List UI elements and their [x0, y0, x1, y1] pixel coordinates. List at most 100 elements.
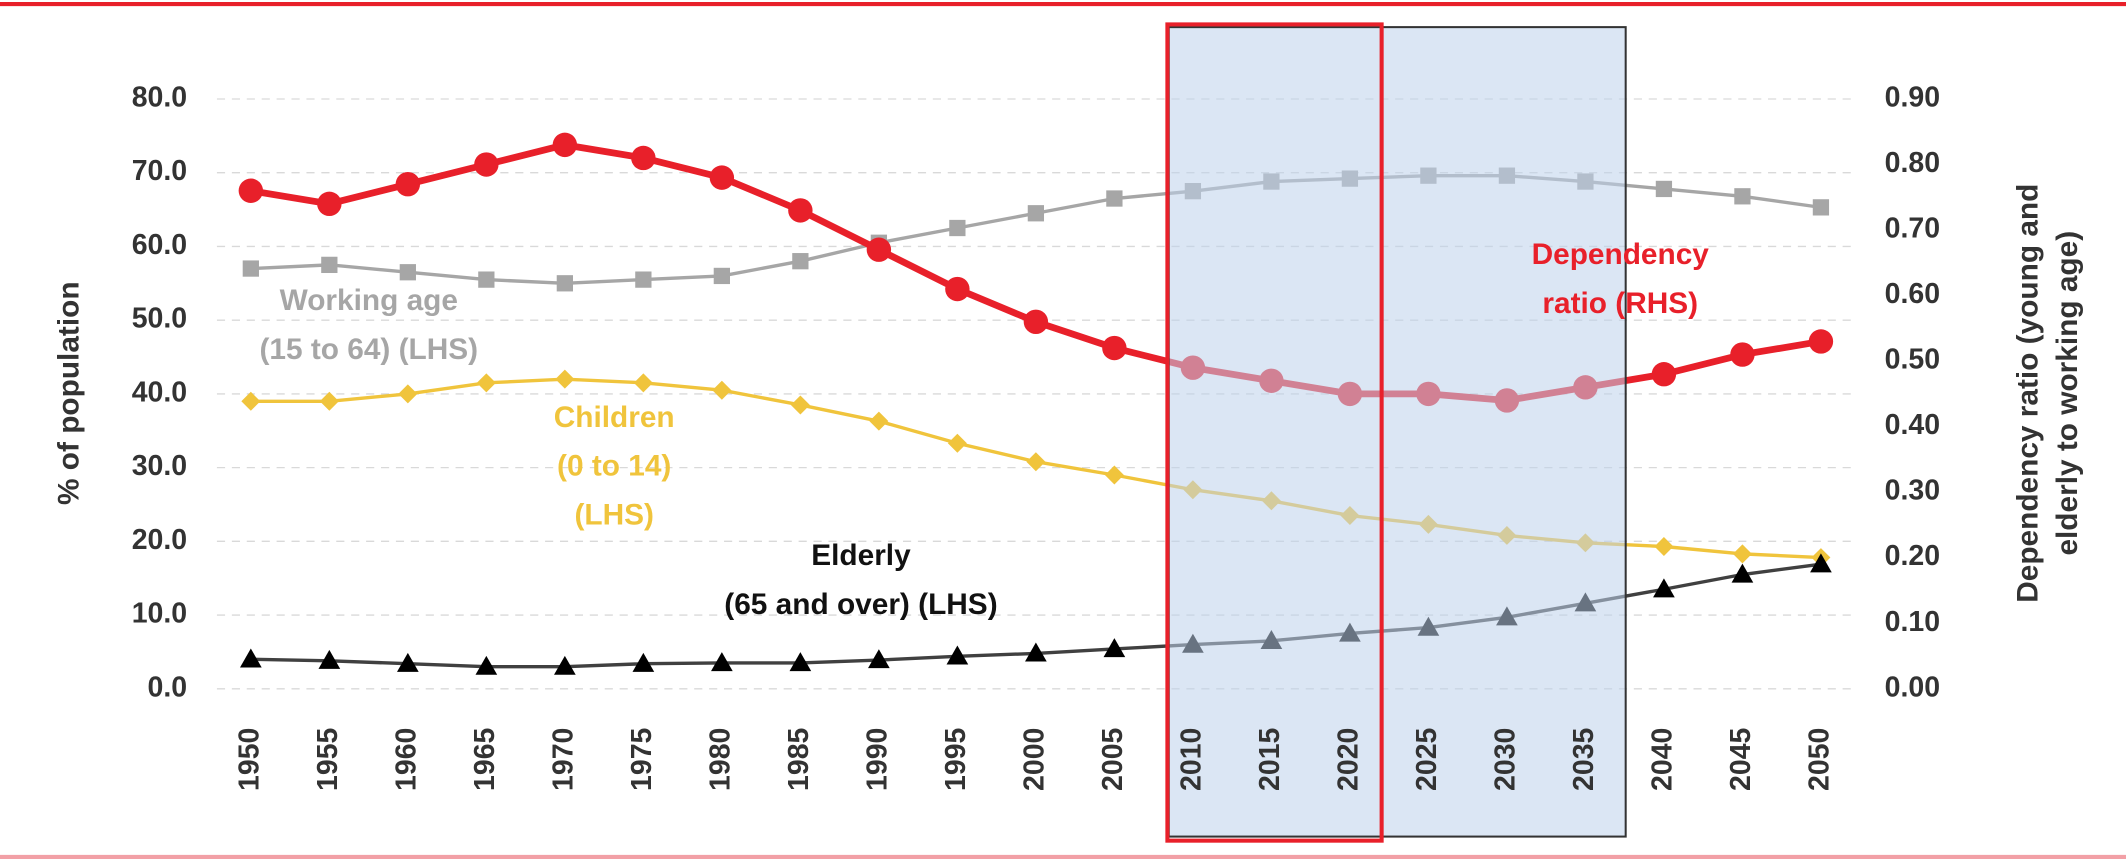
annotation: Elderly: [811, 539, 911, 572]
y2-tick-label: 0.50: [1885, 344, 1940, 376]
y-tick-label: 30.0: [132, 450, 187, 482]
x-tick-label: 1960: [390, 728, 422, 791]
marker: [396, 652, 419, 672]
marker: [1025, 642, 1047, 662]
marker: [711, 652, 733, 672]
y2-tick-label: 0.40: [1885, 409, 1940, 441]
x-tick-label: 1995: [940, 727, 972, 790]
y2-axis-title: Dependency ratio (young and: [2012, 184, 2045, 603]
marker: [1106, 190, 1123, 207]
x-tick-label: 2005: [1097, 727, 1129, 790]
marker: [242, 260, 259, 277]
marker: [321, 256, 338, 274]
x-tick-label: 2030: [1489, 728, 1521, 791]
y2-tick-label: 0.60: [1885, 278, 1940, 310]
labels: 0.0 10.0 20.0 30.0 40.0 50.0 60.0 70.0 80.0 0.00 0…: [52, 82, 2084, 791]
marker: [395, 171, 421, 197]
marker: [946, 645, 969, 665]
y2-tick-label: 0.20: [1885, 540, 1940, 572]
y-tick-label: 20.0: [132, 524, 187, 556]
marker: [1810, 553, 1832, 573]
highlight-frame: [1165, 22, 1384, 843]
marker: [790, 395, 810, 415]
x-tick-label: 1975: [626, 727, 658, 790]
marker: [399, 264, 416, 281]
marker: [1651, 362, 1677, 387]
y2-axis-title: elderly to working age): [2051, 231, 2084, 556]
annotation: (0 to 14): [557, 450, 671, 483]
y-tick-label: 50.0: [132, 303, 187, 335]
marker: [631, 145, 656, 171]
annotation: (15 to 64) (LHS): [259, 333, 478, 366]
marker: [869, 411, 889, 431]
marker: [1812, 199, 1830, 216]
marker: [556, 275, 573, 292]
marker: [554, 655, 576, 675]
marker: [474, 152, 499, 177]
marker: [712, 380, 732, 400]
marker: [788, 198, 813, 223]
x-tick-label: 1965: [469, 727, 501, 790]
marker: [1103, 638, 1126, 658]
marker: [792, 253, 809, 270]
marker: [1808, 329, 1834, 354]
x-tick-label: 2015: [1254, 727, 1286, 790]
x-tick-label: 1985: [783, 727, 815, 790]
y-tick-label: 40.0: [132, 376, 187, 408]
annotation: (LHS): [574, 498, 653, 531]
y2-tick-label: 0.30: [1885, 475, 1940, 507]
marker: [1731, 563, 1754, 583]
y-axis-title: % of population: [52, 281, 85, 505]
marker: [949, 219, 966, 237]
marker: [478, 271, 495, 288]
marker: [1655, 180, 1673, 198]
y2-tick-label: 0.10: [1885, 606, 1940, 638]
marker: [1023, 309, 1049, 335]
y2-tick-label: 0.90: [1885, 82, 1940, 114]
marker: [241, 391, 261, 411]
marker: [789, 652, 812, 672]
marker: [552, 132, 578, 158]
x-tick-label: 2035: [1568, 727, 1600, 790]
marker: [319, 391, 339, 411]
annotation: Working age: [280, 284, 458, 317]
x-tick-label: 2020: [1332, 728, 1364, 791]
marker: [317, 191, 342, 217]
y-tick-label: 60.0: [132, 229, 187, 261]
marker: [1102, 335, 1127, 361]
x-tick-label: 1980: [704, 728, 736, 791]
marker: [1654, 537, 1674, 556]
marker: [318, 649, 341, 669]
marker: [635, 271, 652, 288]
marker: [868, 649, 890, 669]
marker: [1653, 578, 1675, 598]
x-tick-label: 1950: [233, 728, 265, 791]
marker: [1732, 544, 1752, 564]
x-tick-label: 1970: [547, 728, 579, 791]
y-tick-label: 70.0: [132, 155, 187, 187]
marker: [1027, 205, 1045, 222]
marker: [1730, 342, 1755, 367]
marker: [475, 655, 498, 675]
marker: [398, 384, 418, 404]
y-tick-label: 80.0: [132, 82, 187, 114]
marker: [713, 267, 730, 285]
annotation: Children: [554, 401, 675, 434]
x-tick-label: 2025: [1411, 727, 1443, 790]
annotation: ratio (RHS): [1542, 287, 1698, 320]
x-tick-label: 1990: [861, 728, 893, 791]
y-tick-label: 10.0: [132, 598, 187, 630]
marker: [633, 373, 653, 393]
y2-tick-label: 0.80: [1885, 147, 1940, 179]
x-tick-label: 2000: [1018, 728, 1050, 791]
x-tick-label: 2010: [1175, 728, 1207, 791]
marker: [945, 276, 970, 302]
x-tick-label: 1955: [312, 727, 344, 790]
marker: [1734, 188, 1751, 205]
highlight-region: [1167, 26, 1627, 838]
marker: [1104, 465, 1124, 485]
marker: [866, 237, 892, 262]
marker: [1026, 452, 1046, 472]
annotation: (65 and over) (LHS): [724, 588, 997, 621]
